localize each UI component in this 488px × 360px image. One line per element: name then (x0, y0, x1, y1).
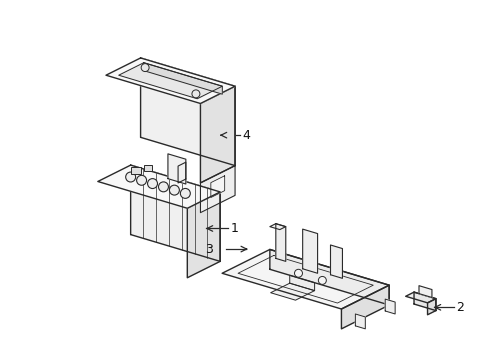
Circle shape (158, 182, 168, 192)
Polygon shape (341, 285, 388, 329)
Polygon shape (119, 63, 222, 99)
Text: 4: 4 (242, 129, 250, 141)
Polygon shape (141, 58, 235, 166)
Circle shape (147, 179, 157, 189)
Polygon shape (106, 58, 235, 103)
Circle shape (192, 90, 200, 98)
Polygon shape (187, 192, 220, 278)
Bar (143, 165, 151, 171)
Polygon shape (210, 176, 224, 198)
Text: 1: 1 (230, 222, 238, 235)
Polygon shape (385, 299, 394, 314)
Circle shape (169, 185, 179, 195)
Polygon shape (413, 292, 435, 311)
Polygon shape (427, 299, 435, 315)
Circle shape (125, 172, 135, 182)
Text: 3: 3 (204, 243, 213, 256)
Polygon shape (130, 165, 220, 261)
Circle shape (141, 64, 149, 72)
Polygon shape (167, 154, 185, 184)
Circle shape (318, 276, 325, 284)
Bar (131, 167, 141, 175)
Polygon shape (418, 286, 431, 297)
Polygon shape (178, 162, 185, 183)
Text: 2: 2 (456, 301, 464, 314)
Polygon shape (275, 224, 285, 261)
Polygon shape (405, 292, 435, 303)
Polygon shape (269, 224, 285, 230)
Polygon shape (143, 63, 222, 94)
Circle shape (180, 188, 190, 198)
Polygon shape (222, 249, 388, 309)
Polygon shape (200, 166, 235, 213)
Circle shape (294, 269, 302, 277)
Polygon shape (200, 86, 235, 183)
Polygon shape (289, 275, 314, 291)
Polygon shape (98, 165, 220, 208)
Polygon shape (330, 245, 342, 278)
Polygon shape (270, 283, 314, 300)
Polygon shape (269, 249, 388, 305)
Polygon shape (355, 314, 365, 329)
Polygon shape (302, 229, 317, 273)
Circle shape (136, 175, 146, 185)
